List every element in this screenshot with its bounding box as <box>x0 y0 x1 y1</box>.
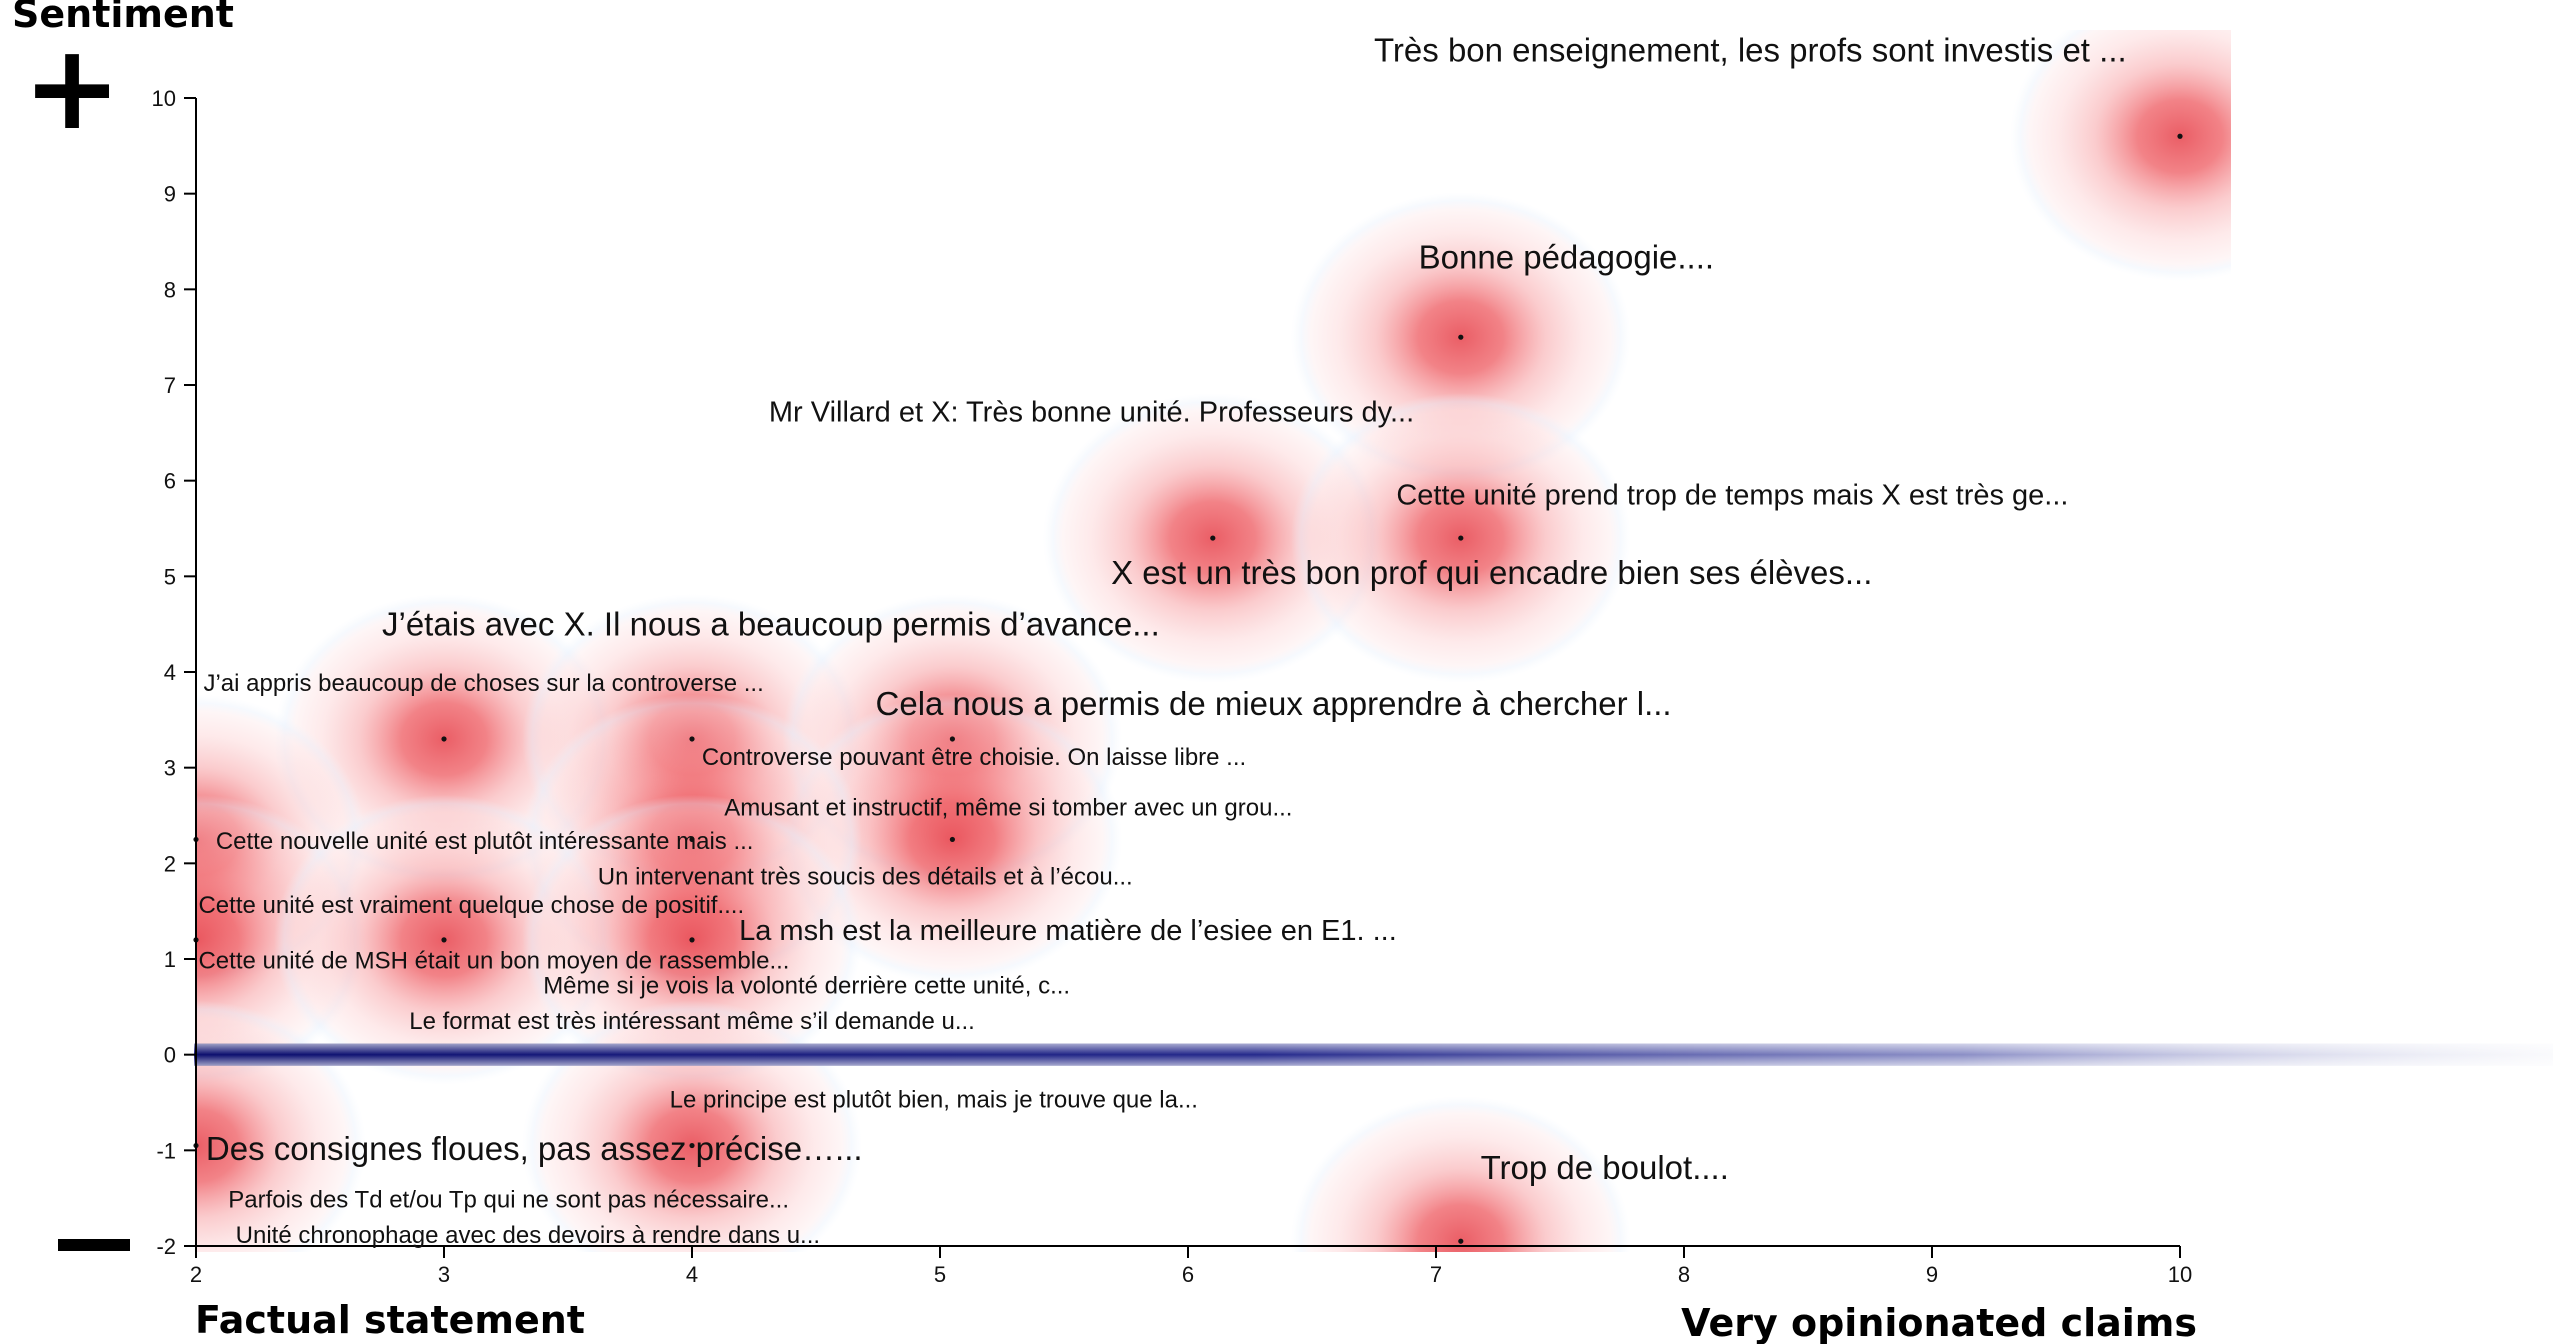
annotation-label: Cette unité est vraiment quelque chose d… <box>198 892 744 919</box>
x-tick-label: 8 <box>1678 1262 1690 1287</box>
y-tick-label: 3 <box>164 756 176 781</box>
x-axis-title-left: Factual statement <box>195 1298 585 1342</box>
data-point <box>689 1142 695 1149</box>
minus-symbol <box>58 1239 130 1251</box>
annotation-label: Cette nouvelle unité est plutôt intéress… <box>216 828 754 855</box>
annotation-label: Mr Villard et X: Très bonne unité. Profe… <box>769 396 1414 428</box>
data-point <box>689 836 695 843</box>
density-blob <box>2010 30 2231 282</box>
y-tick-label: 8 <box>164 277 176 302</box>
x-tick-label: 5 <box>934 1262 946 1287</box>
data-point <box>1458 535 1464 541</box>
neutral-band <box>194 1043 2553 1066</box>
y-tick-label: 5 <box>164 564 176 589</box>
annotation-label: Trop de boulot.... <box>1481 1149 1729 1186</box>
annotation-label: J’ai appris beaucoup de choses sur la co… <box>203 670 763 697</box>
annotation-label: Très bon enseignement, les profs sont in… <box>1374 32 2127 69</box>
annotation-label: Cette unité de MSH était un bon moyen de… <box>198 948 789 975</box>
y-tick-label: 10 <box>152 86 176 111</box>
data-point <box>441 736 447 742</box>
points-layer <box>193 133 2183 1244</box>
density-blob <box>1290 1096 1631 1252</box>
neutral-band-soften <box>194 1043 2553 1066</box>
x-tick-label: 6 <box>1182 1262 1194 1287</box>
annotation-label: Amusant et instructif, même si tomber av… <box>724 795 1292 822</box>
x-ticks: 2 3 4 5 6 7 8 9 10 <box>190 1246 2192 1287</box>
y-tick-label: 9 <box>164 182 176 207</box>
x-tick-label: 7 <box>1430 1262 1442 1287</box>
x-tick-label: 3 <box>438 1262 450 1287</box>
annotation-label: La msh est la meilleure matière de l’esi… <box>739 915 1397 947</box>
data-point <box>441 937 447 943</box>
plus-symbol: + <box>23 18 122 156</box>
data-point <box>949 836 956 843</box>
x-tick-label: 9 <box>1926 1262 1938 1287</box>
x-tick-label: 10 <box>2168 1262 2192 1287</box>
data-point <box>689 937 695 943</box>
annotation-label: Cela nous a permis de mieux apprendre à … <box>876 685 1672 722</box>
data-point <box>689 736 695 742</box>
x-axis-title-right: Very opinionated claims <box>1681 1301 2197 1344</box>
data-point <box>949 736 956 742</box>
annotation-label: Des consignes floues, pas assez précise…… <box>206 1130 863 1167</box>
data-point <box>1458 1238 1464 1244</box>
data-point <box>1458 334 1464 340</box>
annotation-label: Le principe est plutôt bien, mais je tro… <box>670 1086 1198 1113</box>
annotation-label: J’étais avec X. Il nous a beaucoup permi… <box>382 606 1160 643</box>
annotation-label: Unité chronophage avec des devoirs à ren… <box>236 1222 820 1249</box>
annotation-label: X est un très bon prof qui encadre bien … <box>1111 554 1872 591</box>
y-tick-label: 7 <box>164 373 176 398</box>
x-tick-label: 2 <box>190 1262 202 1287</box>
annotations-layer: Très bon enseignement, les profs sont in… <box>198 32 2126 1249</box>
annotation-label: Un intervenant très soucis des détails e… <box>598 863 1133 890</box>
y-tick-label: 2 <box>164 851 176 876</box>
x-tick-label: 4 <box>686 1262 698 1287</box>
data-point <box>2177 133 2183 139</box>
annotation-label: Bonne pédagogie.... <box>1419 238 1714 275</box>
data-point <box>1210 535 1216 541</box>
y-axis-title: Sentiment <box>12 0 234 36</box>
annotation-label: Cette unité prend trop de temps mais X e… <box>1396 480 2068 512</box>
annotation-label: Parfois des Td et/ou Tp qui ne sont pas … <box>228 1187 789 1214</box>
y-ticks: -2 -1 0 1 2 3 4 5 6 7 8 9 10 <box>152 86 196 1259</box>
annotation-label: Controverse pouvant être choisie. On lai… <box>702 744 1246 771</box>
y-tick-label: 6 <box>164 469 176 494</box>
y-tick-label: -2 <box>156 1234 176 1259</box>
y-tick-label: -1 <box>156 1138 176 1163</box>
y-tick-label: 4 <box>164 660 176 685</box>
annotation-label: Même si je vois la volonté derrière cett… <box>543 972 1070 999</box>
y-tick-label: 1 <box>164 947 176 972</box>
annotation-label: Le format est très intéressant même s’il… <box>409 1008 975 1035</box>
y-tick-label: 0 <box>164 1043 176 1068</box>
